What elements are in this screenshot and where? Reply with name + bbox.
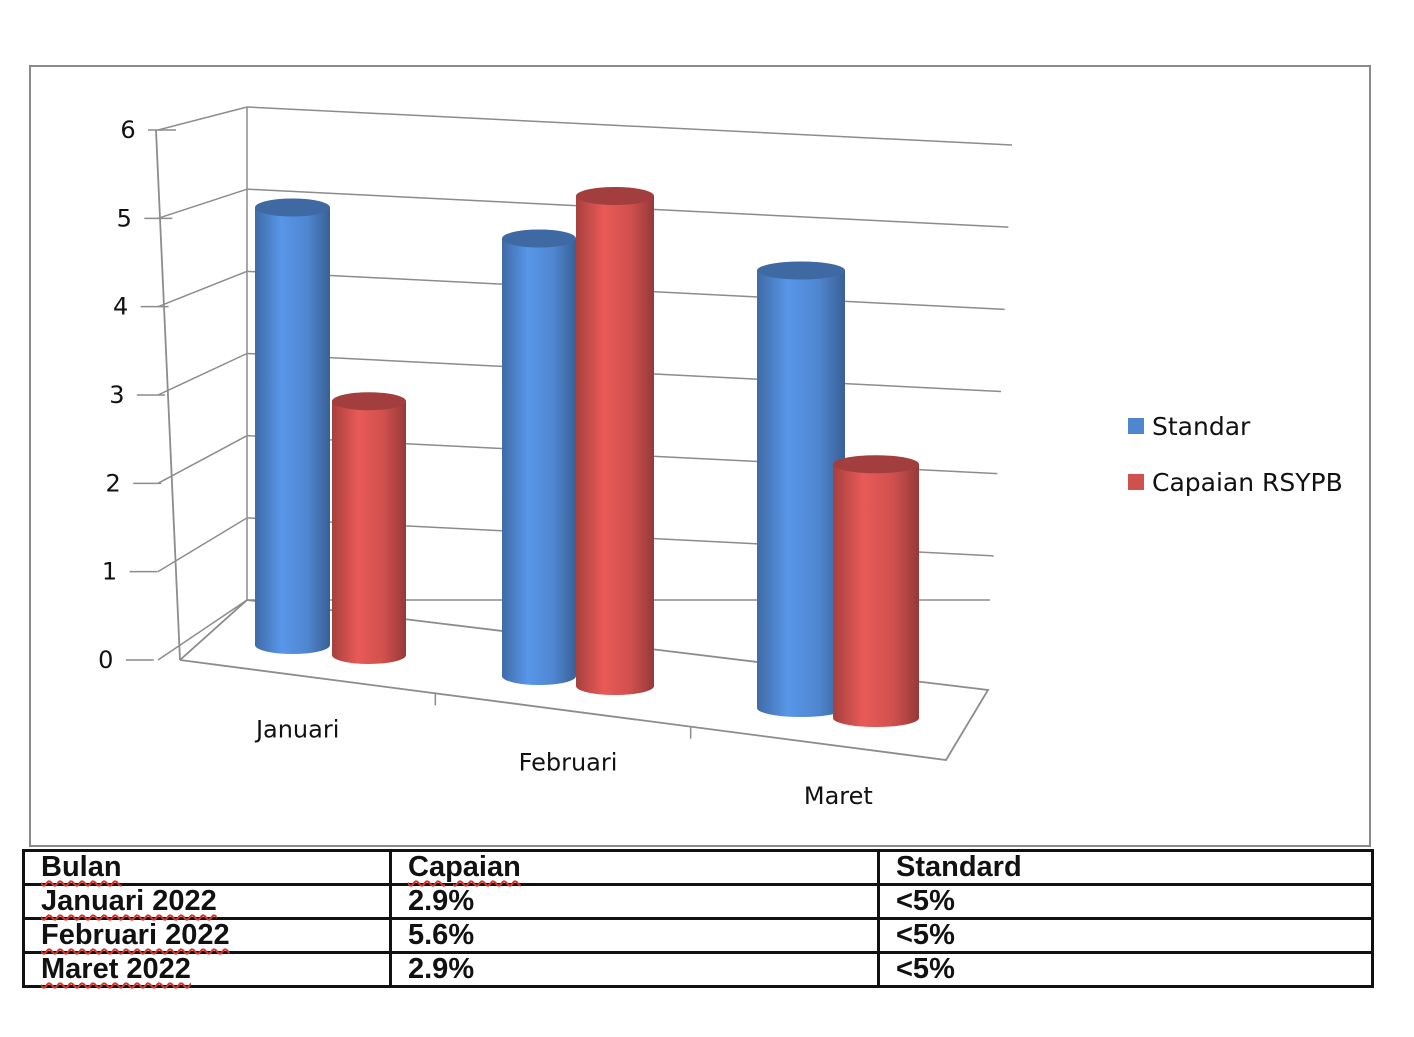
legend: Standar Capaian RSYPB: [1128, 412, 1343, 497]
gridline: [246, 106, 1013, 146]
gridline-side: [157, 517, 248, 573]
table-row: Maret 2022 2.9% <5%: [22, 951, 1374, 988]
bar-capaian-rsypb-februari: [576, 187, 654, 695]
gridline-side: [157, 599, 248, 661]
x-tick-label: Februari: [519, 749, 618, 777]
x-tick-label: Januari: [254, 715, 339, 743]
table-header-row: Bulan Capaian Standard: [22, 849, 1374, 886]
cell-standard: <5%: [877, 951, 1374, 988]
bar-capaian-rsypb-januari: [332, 392, 406, 664]
cell-capaian: 2.9%: [389, 883, 880, 920]
data-table: Bulan Capaian Standard Januari 2022 2.9%…: [22, 849, 1374, 988]
header-standard: Standard: [877, 849, 1374, 886]
y-tick-label: 0: [98, 646, 113, 674]
gridline-side: [157, 435, 248, 484]
chart-frame: [29, 65, 1371, 847]
bar-capaian-rsypb-maret: [833, 455, 919, 727]
bar-standar-maret: [757, 261, 845, 717]
y-axis: 0 1 2 3 4 5 6: [98, 116, 176, 674]
legend-swatch: [1128, 474, 1144, 490]
header-bulan: Bulan: [22, 849, 392, 886]
cell-capaian: 5.6%: [389, 917, 880, 954]
legend-label: Capaian RSYPB: [1152, 468, 1343, 497]
table-row: Januari 2022 2.9% <5%: [22, 883, 1374, 920]
gridline-side: [157, 188, 248, 220]
cell-bulan: Januari 2022: [22, 883, 392, 920]
gridline-side: [157, 106, 248, 131]
header-capaian: Capaian: [389, 849, 880, 886]
cell-standard: <5%: [877, 883, 1374, 920]
gridline-side: [157, 352, 248, 396]
x-tick-label: Maret: [804, 782, 873, 810]
bar-chart: 0 1 2 3 4 5 6 Januari Februari Maret Standar Capa…: [98, 106, 1343, 810]
legend-label: Standar: [1152, 412, 1251, 441]
y-tick-label: 1: [102, 558, 117, 586]
cell-standard: <5%: [877, 917, 1374, 954]
y-tick-label: 6: [120, 116, 135, 144]
bars: [255, 187, 919, 727]
cell-bulan: Maret 2022: [22, 951, 392, 988]
bar-standar-februari: [502, 229, 576, 685]
y-tick-label: 2: [106, 469, 121, 497]
table-row: Februari 2022 5.6% <5%: [22, 917, 1374, 954]
gridline-side: [157, 270, 248, 308]
y-tick-label: 4: [113, 293, 128, 321]
bar-standar-januari: [255, 198, 330, 654]
legend-swatch: [1128, 418, 1144, 434]
y-tick-label: 5: [117, 204, 132, 232]
x-axis: Januari Februari Maret: [254, 693, 873, 810]
cell-capaian: 2.9%: [389, 951, 880, 988]
cell-bulan: Februari 2022: [22, 917, 392, 954]
y-tick-label: 3: [109, 381, 124, 409]
